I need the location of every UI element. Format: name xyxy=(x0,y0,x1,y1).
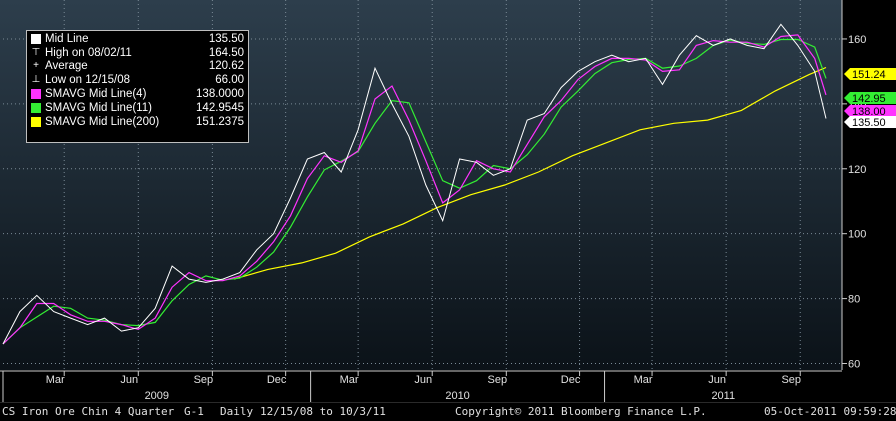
legend-item: + Average 120.62 xyxy=(31,60,244,74)
legend-swatch xyxy=(31,116,41,127)
legend-value: 135.50 xyxy=(208,32,244,45)
x-month-label: Sep xyxy=(488,374,508,386)
legend-label: SMAVG Mid Line(200) xyxy=(45,115,160,128)
y-tick-label: 80 xyxy=(848,294,860,306)
legend-item: SMAVG Mid Line(4) 138.0000 xyxy=(31,87,244,101)
legend-value: 164.50 xyxy=(208,46,244,59)
value-tag xyxy=(844,92,896,104)
x-month-label: Jun xyxy=(708,374,726,386)
x-month-label: Sep xyxy=(194,374,214,386)
x-year-label: 2011 xyxy=(711,390,735,402)
y-tick-label: 100 xyxy=(848,229,866,241)
value-tag-label: 138.00 xyxy=(852,106,886,118)
series-line-mid xyxy=(2,23,827,345)
series-line-smavg-200 xyxy=(233,66,827,280)
x-month-label: Dec xyxy=(267,374,287,386)
footer-range: 12/15/08 to 10/3/11 xyxy=(260,405,386,418)
legend-item: SMAVG Mid Line(200) 151.2375 xyxy=(31,115,244,129)
x-month-label: Jun xyxy=(414,374,432,386)
footer-ticker: CS Iron Ore Chin 4 Quarter xyxy=(2,405,175,418)
legend-item: ⊤ High on 08/02/11 164.50 xyxy=(31,46,244,60)
legend-label: Low on 12/15/08 xyxy=(45,74,131,87)
value-tag-label: 142.95 xyxy=(852,93,886,105)
legend-label: Mid Line xyxy=(45,32,89,45)
x-month-label: Jun xyxy=(120,374,138,386)
chart-legend: Mid Line 135.50 ⊤ High on 08/02/11 164.50 + Av… xyxy=(26,30,249,143)
footer-page: G-1 xyxy=(184,405,204,418)
high-marker-icon: ⊤ xyxy=(31,46,41,58)
legend-value: 138.0000 xyxy=(196,88,244,101)
legend-swatch xyxy=(31,89,41,100)
legend-value: 142.9545 xyxy=(196,101,244,114)
x-month-label: Mar xyxy=(340,374,359,386)
series-line-smavg-4 xyxy=(2,34,827,345)
value-tag-label: 135.50 xyxy=(852,117,886,129)
x-year-label: 2009 xyxy=(145,390,169,402)
value-tag xyxy=(844,105,896,117)
legend-label: Average xyxy=(45,60,88,73)
legend-label: SMAVG Mid Line(11) xyxy=(45,101,152,114)
legend-swatch xyxy=(31,33,41,44)
legend-label: High on 08/02/11 xyxy=(45,46,132,59)
y-tick-label: 160 xyxy=(848,34,866,46)
low-marker-icon: ⊥ xyxy=(31,74,41,86)
footer-copyright: Copyright© 2011 Bloomberg Finance L.P. xyxy=(455,405,707,418)
x-month-label: Mar xyxy=(634,374,653,386)
footer-timestamp: 05-Oct-2011 09:59:28 xyxy=(764,405,896,418)
y-tick-label: 60 xyxy=(848,359,860,371)
legend-value: 120.62 xyxy=(208,60,244,73)
average-marker-icon: + xyxy=(33,60,39,72)
footer-period: Daily xyxy=(220,405,254,418)
value-tag-label: 151.24 xyxy=(852,69,886,81)
axis-background xyxy=(842,0,896,403)
legend-label: SMAVG Mid Line(4) xyxy=(45,88,147,101)
legend-item: Mid Line 135.50 xyxy=(31,32,244,46)
x-year-label: 2010 xyxy=(445,390,469,402)
value-tag xyxy=(844,116,896,128)
legend-value: 66.00 xyxy=(215,74,244,87)
legend-swatch xyxy=(31,102,41,113)
legend-item: SMAVG Mid Line(11) 142.9545 xyxy=(31,101,244,115)
legend-item: ⊥ Low on 12/15/08 66.00 xyxy=(31,73,244,87)
x-month-label: Dec xyxy=(561,374,581,386)
value-tag xyxy=(844,68,896,80)
footer-bar: CS Iron Ore Chin 4 Quarter G-1 Daily 12/… xyxy=(0,403,896,421)
x-month-label: Mar xyxy=(46,374,65,386)
legend-value: 151.2375 xyxy=(196,115,244,128)
x-month-label: Sep xyxy=(781,374,801,386)
y-tick-label: 120 xyxy=(848,164,866,176)
